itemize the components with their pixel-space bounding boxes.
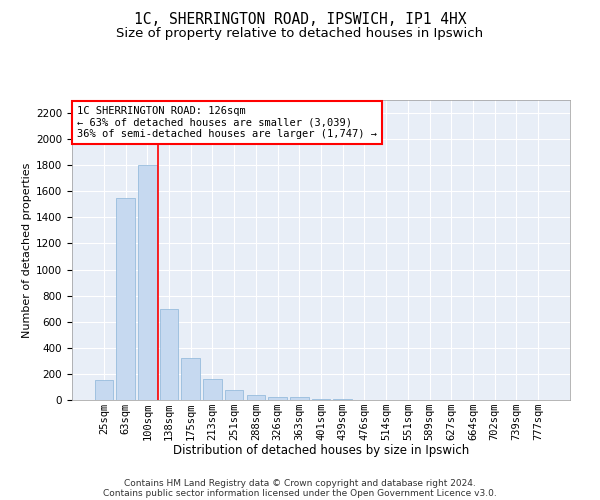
Text: Size of property relative to detached houses in Ipswich: Size of property relative to detached ho… (116, 28, 484, 40)
Bar (290, 398, 308, 400)
Bar (95, 380, 113, 400)
Bar (116, 198, 135, 400)
Bar (247, 395, 265, 400)
Bar (138, 165, 157, 400)
Bar (312, 398, 330, 400)
Bar (203, 379, 221, 400)
Text: 1C, SHERRINGTON ROAD, IPSWICH, IP1 4HX: 1C, SHERRINGTON ROAD, IPSWICH, IP1 4HX (134, 12, 466, 28)
Bar (160, 308, 178, 400)
X-axis label: Distribution of detached houses by size in Ipswich: Distribution of detached houses by size … (173, 444, 469, 458)
Text: 1C SHERRINGTON ROAD: 126sqm
← 63% of detached houses are smaller (3,039)
36% of : 1C SHERRINGTON ROAD: 126sqm ← 63% of det… (77, 106, 377, 139)
Text: Contains HM Land Registry data © Crown copyright and database right 2024.: Contains HM Land Registry data © Crown c… (124, 478, 476, 488)
Bar (181, 358, 200, 400)
Text: Contains public sector information licensed under the Open Government Licence v3: Contains public sector information licen… (103, 488, 497, 498)
Bar (268, 396, 287, 400)
Bar (225, 390, 244, 400)
Y-axis label: Number of detached properties: Number of detached properties (22, 162, 32, 338)
